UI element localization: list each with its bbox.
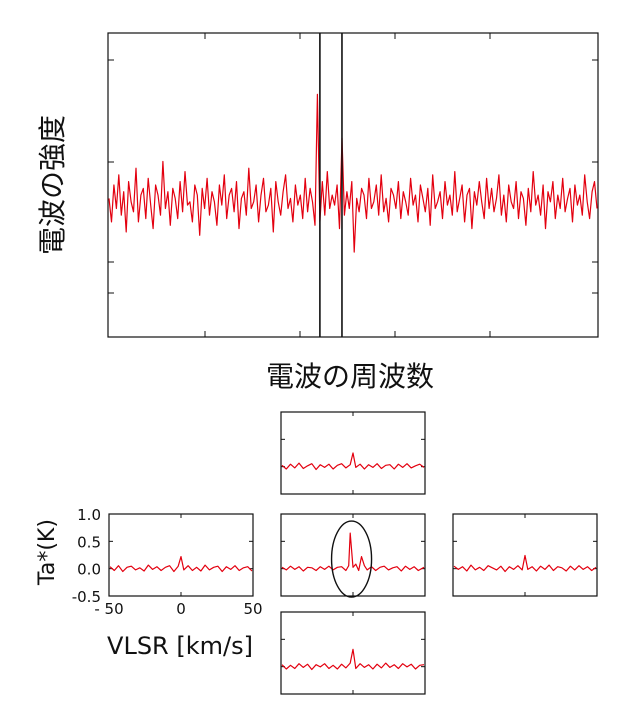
panel-bottom [280, 611, 426, 695]
x-tick-label: - 50 [94, 600, 123, 618]
main-spectrum-line [108, 93, 598, 253]
x-tick-label: 50 [243, 600, 262, 618]
panel-left [108, 513, 254, 597]
panel-spectrum-line [281, 532, 425, 572]
main-plot-ticks [108, 33, 598, 337]
highlight-ellipse [330, 520, 373, 598]
main-x-axis-label: 電波の周波数 [266, 360, 434, 393]
y-tick-label: 0.0 [77, 561, 101, 579]
panel-center [280, 513, 426, 598]
y-tick-label: 1.0 [77, 506, 101, 524]
y-tick-label: 0.5 [77, 533, 101, 551]
panel-top [280, 411, 426, 495]
panel-right [452, 513, 598, 597]
main-y-axis-label: 電波の強度 [36, 115, 69, 255]
x-tick-label: 0 [176, 600, 186, 618]
panel-spectrum-line [281, 648, 425, 671]
panel-spectrum-line [281, 452, 425, 471]
panel-spectrum-line [109, 556, 253, 573]
frequency-spectrum-plot: 電波の強度 電波の周波数 [36, 32, 599, 393]
y-tick-label: -0.5 [72, 588, 101, 606]
main-plot-frame [107, 32, 599, 338]
small-x-axis-label: VLSR [km/s] [107, 632, 253, 660]
small-y-tick-labels: 1.0 0.5 0.0 -0.5 [72, 506, 101, 606]
panel-frame [108, 513, 254, 597]
panel-frame [280, 513, 426, 597]
panel-spectrum-line [453, 554, 597, 573]
small-x-tick-labels: - 50 0 50 [94, 600, 262, 618]
small-y-axis-label: Ta*(K) [35, 519, 60, 586]
